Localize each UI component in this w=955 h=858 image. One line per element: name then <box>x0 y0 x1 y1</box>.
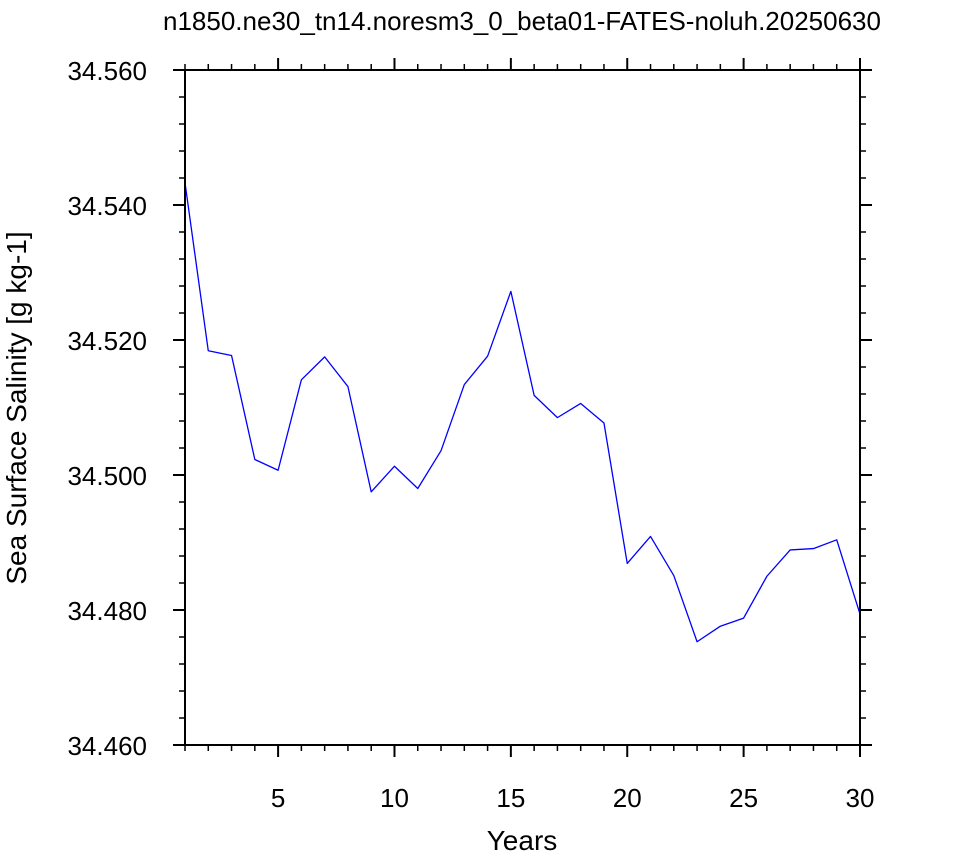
series-line <box>184 182 861 643</box>
y-tick-label: 34.480 <box>67 596 147 626</box>
x-tick-label: 15 <box>496 783 525 813</box>
x-tick-label: 30 <box>846 783 875 813</box>
x-tick-label: 5 <box>271 783 285 813</box>
plot-area <box>184 182 861 643</box>
y-axis-title: Sea Surface Salinity [g kg-1] <box>1 231 32 584</box>
axis-ticks: 5 10 15 20 25 30 34.460 34.480 34.500 34.520 34.54… <box>67 56 874 813</box>
y-tick-label: 34.520 <box>67 326 147 356</box>
x-axis-title: Years <box>487 825 558 856</box>
x-tick-label: 25 <box>729 783 758 813</box>
y-tick-label: 34.460 <box>67 731 147 761</box>
y-tick-label: 34.560 <box>67 56 147 86</box>
y-tick-label: 34.540 <box>67 191 147 221</box>
x-tick-label: 10 <box>380 783 409 813</box>
chart-title: n1850.ne30_tn14.noresm3_0_beta01-FATES-n… <box>163 6 881 36</box>
y-tick-label: 34.500 <box>67 461 147 491</box>
x-tick-label: 20 <box>613 783 642 813</box>
plot-frame <box>184 69 861 746</box>
